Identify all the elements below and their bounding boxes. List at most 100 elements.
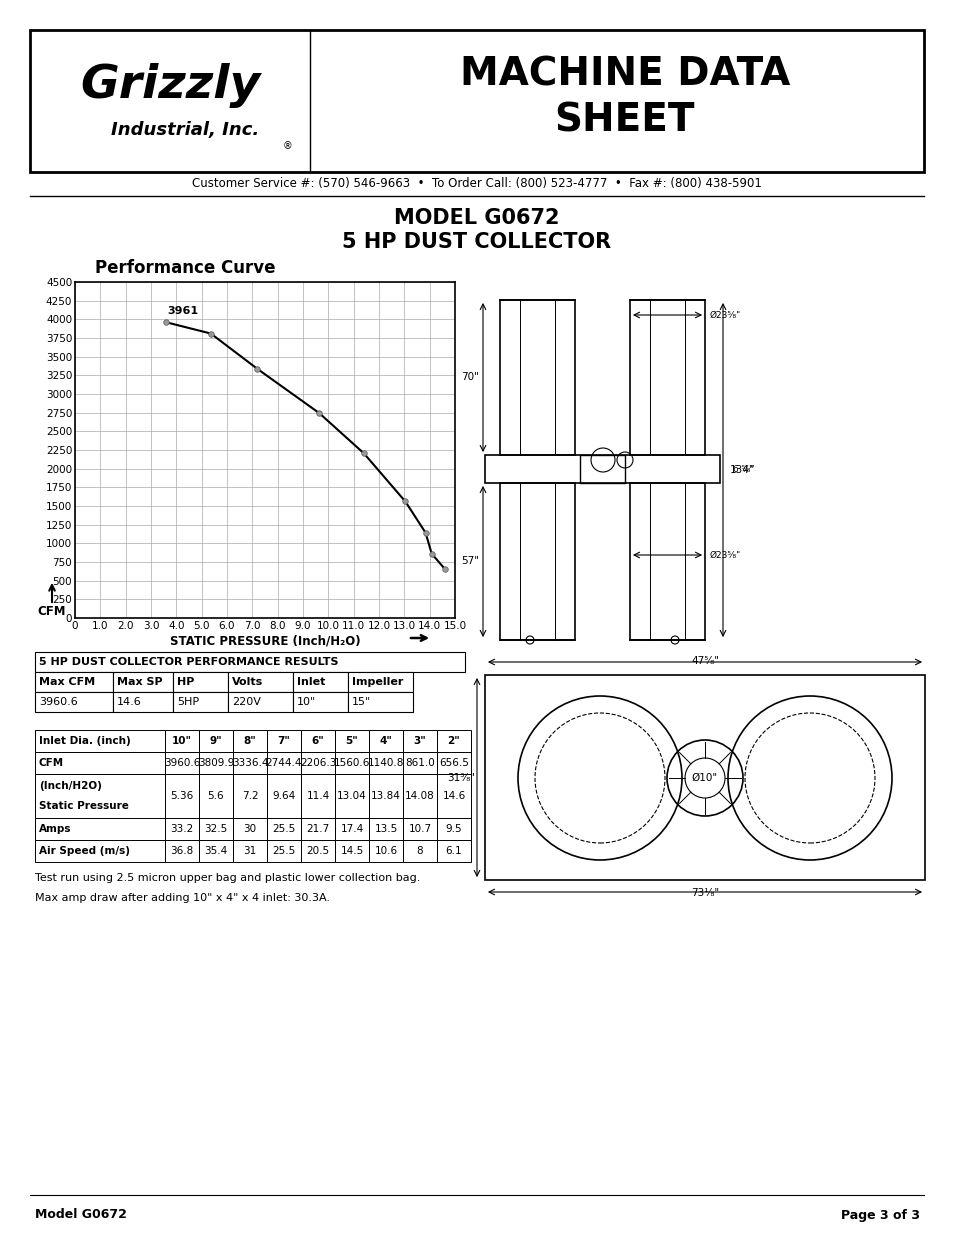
Bar <box>436 774 471 818</box>
Text: 70": 70" <box>460 372 478 382</box>
Bar <box>436 730 471 752</box>
Bar <box>199 818 233 840</box>
Text: 21.7: 21.7 <box>306 824 330 834</box>
Text: 10.6: 10.6 <box>374 846 397 856</box>
Text: 220V: 220V <box>232 697 260 706</box>
Bar <box>293 672 348 692</box>
Bar <box>228 692 293 713</box>
Text: 6 ⁵⁄₈": 6 ⁵⁄₈" <box>732 464 754 473</box>
Bar <box>165 818 199 840</box>
Text: Ø10": Ø10" <box>691 773 718 783</box>
Bar <box>199 840 233 862</box>
Text: MODEL G0672: MODEL G0672 <box>394 207 559 228</box>
Bar <box>233 818 267 840</box>
Bar <box>499 300 575 454</box>
Text: 47⁵⁄₈": 47⁵⁄₈" <box>690 656 719 666</box>
Bar <box>369 752 402 774</box>
Bar <box>484 454 720 483</box>
Bar <box>267 730 301 752</box>
Text: 10": 10" <box>296 697 315 706</box>
Text: Model G0672: Model G0672 <box>35 1209 127 1221</box>
Text: 25.5: 25.5 <box>273 846 295 856</box>
Text: 5 HP DUST COLLECTOR PERFORMANCE RESULTS: 5 HP DUST COLLECTOR PERFORMANCE RESULTS <box>39 657 338 667</box>
Bar <box>172 672 228 692</box>
Text: 9.5: 9.5 <box>445 824 462 834</box>
Text: 11.4: 11.4 <box>306 790 330 802</box>
Text: 134": 134" <box>729 466 754 475</box>
Text: STATIC PRESSURE (Inch/H₂O): STATIC PRESSURE (Inch/H₂O) <box>170 634 360 647</box>
Text: Test run using 2.5 micron upper bag and plastic lower collection bag.: Test run using 2.5 micron upper bag and … <box>35 873 420 883</box>
Bar <box>369 774 402 818</box>
Text: Impeller: Impeller <box>352 677 403 687</box>
Bar <box>172 692 228 713</box>
Text: 2": 2" <box>447 736 460 746</box>
Text: 10.7: 10.7 <box>408 824 431 834</box>
Text: Max CFM: Max CFM <box>39 677 95 687</box>
Text: ®: ® <box>283 141 293 151</box>
Text: CFM: CFM <box>39 758 64 768</box>
Bar <box>629 483 704 640</box>
Bar <box>499 483 575 640</box>
Text: Industrial, Inc.: Industrial, Inc. <box>111 121 259 140</box>
Bar <box>436 818 471 840</box>
Bar <box>335 774 369 818</box>
Text: 35.4: 35.4 <box>204 846 228 856</box>
Text: 14.6: 14.6 <box>442 790 465 802</box>
Text: 1560.6: 1560.6 <box>334 758 370 768</box>
Text: Max amp draw after adding 10" x 4" x 4 inlet: 30.3A.: Max amp draw after adding 10" x 4" x 4 i… <box>35 893 330 903</box>
Text: CFM: CFM <box>38 605 66 618</box>
Text: Ø23⁵⁄₈": Ø23⁵⁄₈" <box>709 551 740 559</box>
Bar <box>35 692 112 713</box>
Text: 6": 6" <box>312 736 324 746</box>
Text: 861.0: 861.0 <box>405 758 435 768</box>
Bar <box>30 30 923 172</box>
Text: 30: 30 <box>243 824 256 834</box>
Bar <box>267 840 301 862</box>
Text: 5 HP DUST COLLECTOR: 5 HP DUST COLLECTOR <box>342 232 611 252</box>
Text: 8: 8 <box>416 846 423 856</box>
Bar <box>402 774 436 818</box>
Text: 31: 31 <box>243 846 256 856</box>
Text: 5HP: 5HP <box>177 697 199 706</box>
Text: 31³⁄₈": 31³⁄₈" <box>447 773 475 783</box>
Text: 1140.8: 1140.8 <box>368 758 404 768</box>
Text: 32.5: 32.5 <box>204 824 228 834</box>
Text: 3809.9: 3809.9 <box>197 758 233 768</box>
Text: 14.5: 14.5 <box>340 846 363 856</box>
Text: Static Pressure: Static Pressure <box>39 800 129 810</box>
Text: HP: HP <box>177 677 194 687</box>
Text: Ø23⁵⁄₈": Ø23⁵⁄₈" <box>709 310 740 320</box>
Text: Max SP: Max SP <box>117 677 162 687</box>
Text: 2744.4: 2744.4 <box>266 758 302 768</box>
Bar <box>348 692 413 713</box>
Bar <box>348 672 413 692</box>
Bar <box>436 752 471 774</box>
Text: 4": 4" <box>379 736 392 746</box>
Text: 7.2: 7.2 <box>241 790 258 802</box>
Text: Performance Curve: Performance Curve <box>94 259 275 277</box>
Text: 36.8: 36.8 <box>171 846 193 856</box>
Text: 9.64: 9.64 <box>273 790 295 802</box>
Text: 25.5: 25.5 <box>273 824 295 834</box>
Bar <box>233 730 267 752</box>
Bar <box>402 818 436 840</box>
Bar <box>228 672 293 692</box>
Bar <box>402 840 436 862</box>
Text: Volts: Volts <box>232 677 263 687</box>
Bar <box>301 840 335 862</box>
Bar <box>165 730 199 752</box>
Text: Page 3 of 3: Page 3 of 3 <box>841 1209 919 1221</box>
Text: (Inch/H2O): (Inch/H2O) <box>39 782 102 792</box>
Text: 13.84: 13.84 <box>371 790 400 802</box>
Bar <box>35 672 112 692</box>
Bar <box>335 752 369 774</box>
Text: 6.1: 6.1 <box>445 846 462 856</box>
Bar <box>165 774 199 818</box>
Bar <box>369 730 402 752</box>
Text: 20.5: 20.5 <box>306 846 329 856</box>
Bar <box>35 774 165 818</box>
Bar <box>199 774 233 818</box>
Bar <box>267 818 301 840</box>
Bar <box>335 730 369 752</box>
Bar <box>233 752 267 774</box>
